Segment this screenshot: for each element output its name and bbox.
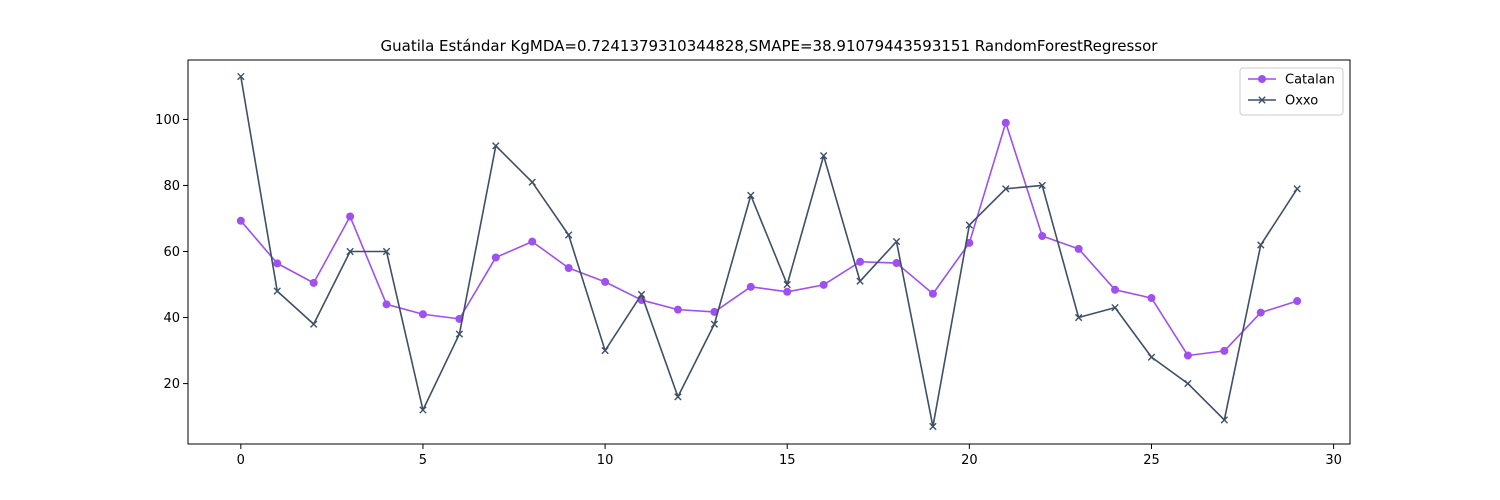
x-tick-label: 20 bbox=[961, 453, 978, 468]
data-point bbox=[419, 406, 427, 414]
data-point bbox=[746, 282, 755, 291]
data-point bbox=[1147, 294, 1156, 303]
data-point bbox=[747, 191, 755, 200]
x-tick-label: 0 bbox=[237, 453, 245, 468]
data-point bbox=[601, 277, 610, 286]
legend-marker bbox=[1258, 96, 1266, 104]
data-point bbox=[273, 259, 282, 268]
data-point bbox=[601, 346, 609, 355]
y-tick-label: 80 bbox=[163, 179, 180, 194]
legend-label: Catalan bbox=[1285, 73, 1335, 88]
data-point bbox=[1002, 185, 1010, 193]
data-point bbox=[1074, 313, 1083, 322]
data-point bbox=[273, 287, 281, 295]
data-point bbox=[309, 278, 318, 287]
data-point bbox=[1147, 353, 1156, 361]
legend-label: Oxxo bbox=[1285, 94, 1318, 109]
data-point bbox=[1038, 181, 1046, 190]
data-point bbox=[673, 305, 682, 314]
chart-title: Guatila Estándar KgMDA=0.724137931034482… bbox=[381, 37, 1159, 55]
data-point bbox=[1184, 379, 1192, 388]
data-point bbox=[491, 253, 500, 262]
legend: Catalan Oxxo bbox=[1239, 67, 1344, 116]
data-point bbox=[1293, 297, 1302, 306]
legend-marker bbox=[1258, 75, 1266, 83]
data-point bbox=[236, 216, 245, 225]
data-point bbox=[856, 257, 865, 266]
data-point bbox=[309, 320, 318, 328]
axes: 0 5 10 15 20 25 30 20 40 60 80 100 bbox=[155, 59, 1351, 468]
data-point bbox=[819, 280, 828, 289]
data-point bbox=[783, 280, 791, 289]
data-point bbox=[455, 330, 464, 338]
series-line-oxxo bbox=[240, 76, 1298, 428]
data-point bbox=[674, 393, 682, 401]
data-point bbox=[1111, 303, 1119, 312]
x-tick-label: 30 bbox=[1325, 453, 1342, 468]
data-point bbox=[929, 422, 937, 431]
data-point bbox=[1183, 351, 1192, 360]
data-point bbox=[346, 212, 355, 221]
data-point bbox=[892, 259, 901, 268]
data-point bbox=[346, 247, 354, 256]
data-point bbox=[564, 264, 573, 273]
data-point bbox=[237, 72, 245, 81]
data-point bbox=[528, 237, 537, 246]
y-tick-label: 40 bbox=[163, 311, 180, 326]
data-point bbox=[856, 277, 864, 285]
x-tick-label: 5 bbox=[419, 453, 427, 468]
data-point bbox=[1220, 346, 1229, 355]
y-tick-label: 100 bbox=[155, 113, 180, 128]
data-point bbox=[1257, 241, 1265, 249]
data-point bbox=[492, 142, 500, 150]
data-point bbox=[819, 152, 828, 160]
data-point bbox=[418, 310, 427, 319]
data-point bbox=[1001, 118, 1010, 127]
data-point bbox=[564, 231, 573, 239]
data-point bbox=[1293, 185, 1301, 193]
data-point bbox=[1038, 231, 1047, 240]
data-point bbox=[892, 237, 901, 246]
x-tick-label: 15 bbox=[779, 453, 796, 468]
data-point bbox=[637, 290, 646, 299]
x-tick-label: 10 bbox=[597, 453, 614, 468]
data-point bbox=[1074, 244, 1083, 253]
data-point bbox=[1256, 308, 1265, 317]
series-line-catalan bbox=[240, 121, 1298, 357]
data-point bbox=[382, 300, 391, 309]
data-point bbox=[710, 307, 719, 316]
data-point bbox=[1111, 285, 1120, 294]
data-point bbox=[710, 320, 719, 328]
data-point bbox=[783, 287, 792, 296]
data-point bbox=[528, 178, 536, 186]
data-point bbox=[965, 221, 974, 229]
plot-area bbox=[236, 72, 1302, 431]
data-point bbox=[382, 247, 391, 256]
data-point bbox=[1220, 416, 1229, 424]
y-tick-label: 20 bbox=[163, 377, 180, 392]
data-point bbox=[928, 289, 937, 298]
x-tick-label: 25 bbox=[1143, 453, 1160, 468]
y-tick-label: 60 bbox=[163, 245, 180, 260]
data-point bbox=[965, 238, 974, 247]
